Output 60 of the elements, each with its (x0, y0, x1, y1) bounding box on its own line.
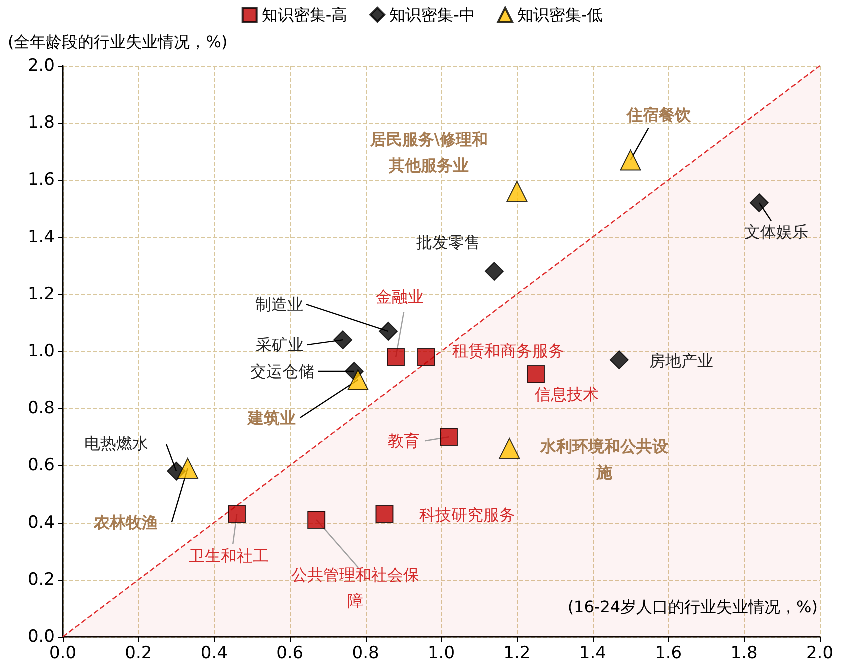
point (417, 348, 436, 366)
y-axis-title: (全年龄段的行业失业情况，%) (8, 32, 228, 52)
annotation: 金融业 (376, 288, 424, 307)
legend-label: 知识密集-中 (390, 6, 476, 24)
x-tick-label: 0.8 (352, 644, 380, 664)
y-tick-label: 1.8 (28, 113, 55, 134)
y-tick-label: 1.6 (28, 170, 55, 190)
point (527, 365, 546, 384)
annotation: 批发零售 (416, 233, 480, 252)
point (228, 505, 246, 524)
y-tick-label: 1.2 (28, 284, 55, 304)
point (610, 350, 629, 370)
point (348, 370, 369, 391)
point (506, 181, 528, 202)
x-axis-title: (16-24岁人口的行业失业情况，%) (568, 598, 818, 616)
annotation: 制造业 (256, 295, 304, 314)
annotation: 公共管理和社会保障 (292, 565, 420, 610)
y-tick-label: 0.8 (28, 398, 55, 419)
y-tick-label: 0.4 (28, 512, 55, 533)
x-tick-label: 1.0 (428, 644, 456, 664)
point (308, 510, 326, 529)
annotation: 房地产业 (649, 352, 714, 371)
x-tick-label: 1.8 (730, 644, 758, 664)
annotation: 交运仓储 (250, 362, 314, 381)
point (750, 194, 769, 213)
annotation: 租赁和商务服务 (452, 342, 564, 361)
annotation: 住宿餐饮 (626, 106, 692, 125)
point (620, 150, 642, 171)
annotation: 采矿业 (256, 336, 304, 355)
point (177, 458, 198, 480)
point (484, 262, 504, 282)
y-tick-label: 1.4 (28, 227, 55, 248)
annotation: 水利环境和公共设施 (540, 437, 670, 482)
x-tick-label: 1.4 (579, 644, 606, 664)
annotation: 电热燃水 (84, 434, 149, 453)
annotation: 教育 (388, 432, 420, 451)
point (379, 322, 398, 342)
x-tick-label: 0.4 (200, 644, 228, 664)
x-tick-label: 1.6 (655, 644, 682, 664)
annotation: 卫生和社工 (189, 546, 270, 566)
annotation: 居民服务\修理和其他服务业 (369, 130, 488, 176)
annotation: 文体娱乐 (744, 222, 808, 242)
point (334, 330, 353, 350)
annotation: 信息技术 (535, 384, 600, 404)
point (499, 438, 520, 460)
legend-label: 知识密集-低 (517, 6, 604, 24)
point (376, 505, 394, 524)
annotation: 科技研究服务 (420, 506, 516, 525)
legend-label: 知识密集-高 (262, 6, 348, 24)
y-tick-label: 0.2 (28, 570, 55, 590)
x-tick-label: 0.6 (276, 644, 304, 664)
point (387, 348, 406, 366)
point (440, 428, 458, 446)
annotation: 建筑业 (246, 408, 296, 428)
y-tick-label: 2.0 (28, 56, 55, 76)
x-tick-label: 0.2 (125, 644, 152, 664)
x-tick-label: 2.0 (806, 644, 834, 664)
y-tick-label: 1.0 (28, 342, 55, 362)
y-tick-label: 0.6 (28, 456, 55, 476)
x-tick-label: 1.2 (504, 644, 531, 664)
